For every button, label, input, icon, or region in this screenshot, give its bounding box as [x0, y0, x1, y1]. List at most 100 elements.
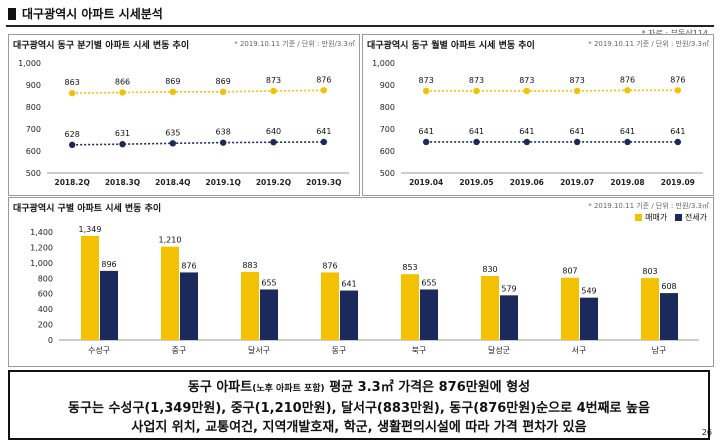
summary-line-1: 동구 아파트(노후 아파트 포함) 평균 3.3㎡ 가격은 876만원에 형성 — [10, 378, 708, 399]
district-y-tick-label: 400 — [38, 305, 53, 314]
monthly-series-0-point — [523, 87, 531, 95]
quarterly-series-1-data-label: 631 — [115, 129, 130, 138]
page-title: 대구광역시 아파트 시세분석 — [22, 7, 163, 21]
monthly-series-0-point — [422, 87, 430, 95]
quarterly-series-1-line — [72, 141, 324, 146]
monthly-y-tick-label: 900 — [380, 81, 395, 90]
quarterly-chart-panel: 대구광역시 동구 분기별 아파트 시세 변동 추이 * 2019.10.11 기… — [8, 34, 360, 196]
district-series-1-data-label: 608 — [661, 282, 676, 291]
monthly-series-1-data-label: 641 — [620, 127, 635, 136]
quarterly-y-tick-label: 1,000 — [18, 59, 41, 68]
quarterly-chart-title: 대구광역시 동구 분기별 아파트 시세 변동 추이 — [13, 41, 190, 51]
quarterly-series-0-point — [169, 88, 177, 96]
monthly-x-tick-label: 2019.07 — [560, 178, 594, 187]
quarterly-series-1-point — [270, 139, 277, 146]
district-series-0-bar — [481, 275, 499, 340]
quarterly-y-tick-label: 500 — [26, 169, 41, 178]
district-series-1-data-label: 876 — [181, 261, 196, 270]
monthly-series-1-point — [573, 138, 581, 146]
district-y-tick-label: 800 — [38, 274, 53, 283]
page-number: 26 — [701, 428, 712, 437]
district-x-tick-label: 서구 — [572, 346, 587, 355]
quarterly-series-0-point — [320, 87, 328, 94]
summary-line-3: 사업지 위치, 교통여건, 지역개발호재, 학군, 생활편의시설에 따라 가격 … — [131, 420, 587, 435]
monthly-series-0-data-label: 873 — [570, 76, 585, 85]
quarterly-series-0-point — [68, 89, 76, 97]
title-marker — [8, 8, 16, 20]
quarterly-x-tick-label: 2018.4Q — [155, 178, 190, 187]
quarterly-x-tick-label: 2019.3Q — [306, 178, 341, 187]
district-series-1-data-label: 549 — [581, 287, 596, 296]
district-series-0-data-label: 830 — [482, 265, 497, 274]
quarterly-series-0-data-label: 866 — [115, 77, 130, 86]
district-x-tick-label: 중구 — [172, 346, 187, 355]
quarterly-series-1-point — [320, 138, 328, 146]
district-series-1-bar — [180, 272, 198, 340]
source-note: * 자료 : 부동산114 — [642, 28, 708, 39]
district-series-1-bar — [100, 270, 118, 340]
monthly-series-1-data-label: 641 — [670, 127, 685, 136]
monthly-series-1-point — [422, 138, 430, 146]
monthly-series-0-point — [573, 87, 581, 95]
district-series-0-data-label: 803 — [642, 267, 657, 276]
monthly-x-tick-label: 2019.05 — [459, 178, 493, 187]
quarterly-series-1-point — [169, 140, 177, 147]
monthly-y-tick-label: 600 — [380, 147, 395, 156]
quarterly-series-0-data-label: 869 — [216, 77, 231, 86]
quarterly-series-0-data-label: 876 — [316, 75, 331, 84]
district-y-tick-label: 200 — [38, 321, 53, 330]
monthly-chart-title: 대구광역시 동구 월별 아파트 시세 변동 추이 — [367, 41, 535, 51]
district-series-0-bar — [241, 271, 259, 340]
quarterly-series-0-line — [72, 89, 324, 94]
monthly-y-tick-label: 1,000 — [372, 59, 395, 68]
quarterly-chart-note: * 2019.10.11 기준 / 단위 : 만원/3.3㎡ — [234, 40, 355, 48]
quarterly-series-1-point — [219, 139, 227, 146]
district-series-1-bar — [340, 290, 358, 340]
monthly-y-tick-label: 800 — [380, 103, 395, 112]
legend-label-sale: 매매가 — [645, 213, 668, 222]
monthly-series-0-line — [426, 89, 678, 92]
quarterly-series-0-point — [119, 89, 126, 96]
district-y-tick-label: 1,200 — [30, 243, 53, 252]
monthly-series-0-point — [473, 87, 480, 95]
monthly-series-0-data-label: 873 — [419, 76, 434, 85]
monthly-series-1-point — [473, 138, 480, 146]
monthly-series-1-point — [624, 138, 631, 146]
monthly-series-0-point — [674, 87, 682, 94]
quarterly-y-tick-label: 800 — [26, 103, 41, 112]
quarterly-series-0-point — [219, 88, 227, 96]
quarterly-x-tick-label: 2019.1Q — [206, 178, 241, 187]
district-x-tick-label: 달서구 — [248, 346, 270, 355]
quarterly-x-tick-label: 2018.2Q — [55, 178, 90, 187]
district-x-tick-label: 달성군 — [488, 346, 510, 355]
quarterly-series-0-data-label: 869 — [165, 77, 180, 86]
legend-swatch-sale — [635, 214, 643, 221]
district-x-tick-label: 남구 — [652, 346, 667, 355]
monthly-series-0-data-label: 873 — [519, 76, 534, 85]
district-x-tick-label: 북구 — [412, 346, 427, 355]
quarterly-line-chart: 1,000 900 800 700 600 500 2018.2Q 2018.3Q 2018.4… — [18, 59, 349, 187]
monthly-chart-note: * 2019.10.11 기준 / 단위 : 만원/3.3㎡ — [588, 40, 709, 48]
district-series-0-bar — [561, 277, 579, 340]
monthly-x-tick-label: 2019.06 — [510, 178, 544, 187]
summary-line-1-main: 동구 아파트 — [187, 380, 253, 395]
district-series-1-data-label: 896 — [101, 260, 116, 269]
monthly-y-tick-label: 700 — [380, 125, 395, 134]
quarterly-series-1-point — [68, 141, 76, 149]
district-series-0-bar — [321, 272, 339, 340]
monthly-chart-panel: 대구광역시 동구 월별 아파트 시세 변동 추이 * 2019.10.11 기준… — [362, 34, 714, 196]
quarterly-y-tick-label: 900 — [26, 81, 41, 90]
district-series-0-bar — [641, 278, 659, 340]
district-series-1-data-label: 655 — [261, 278, 276, 287]
district-chart-panel: 대구광역시 구별 아파트 시세 변동 추이 * 2019.10.11 기준 / … — [8, 197, 714, 367]
quarterly-series-0-data-label: 863 — [65, 78, 80, 87]
quarterly-series-1-data-label: 640 — [266, 127, 281, 136]
monthly-x-tick-label: 2019.04 — [409, 178, 443, 187]
summary-line-1-note: (노후 아파트 포함) — [252, 384, 325, 394]
district-chart-note: * 2019.10.11 기준 / 단위 : 만원/3.3㎡ — [588, 202, 709, 210]
title-divider — [6, 25, 714, 27]
district-x-tick-label: 동구 — [332, 346, 347, 355]
monthly-series-1-data-label: 641 — [469, 127, 484, 136]
quarterly-series-1-data-label: 638 — [216, 128, 231, 137]
monthly-series-1-data-label: 641 — [570, 127, 585, 136]
